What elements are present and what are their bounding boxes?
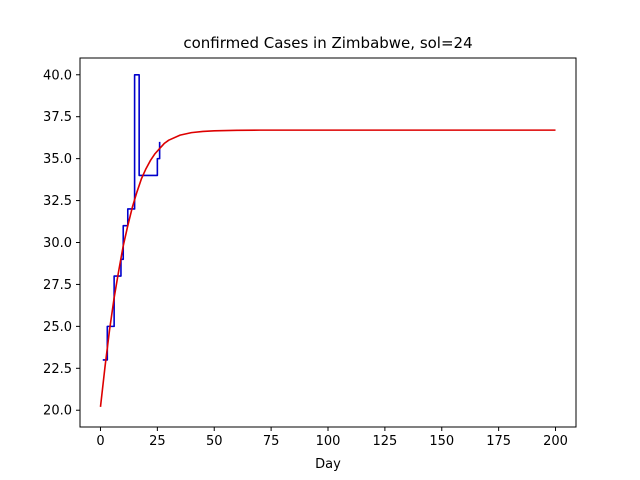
tick-layer: 0 25 50 75 100 125 150 175 200 20.0 22.5 25.0 27.5 30… bbox=[43, 68, 568, 449]
y-tick-label: 37.5 bbox=[43, 110, 72, 125]
x-tick-label: 150 bbox=[429, 434, 454, 449]
y-tick-label: 30.0 bbox=[43, 236, 72, 251]
y-tick-label: 35.0 bbox=[43, 152, 72, 167]
x-tick-label: 200 bbox=[543, 434, 568, 449]
y-tick-label: 27.5 bbox=[43, 278, 72, 293]
y-tick-label: 25.0 bbox=[43, 320, 72, 335]
chart-title: confirmed Cases in Zimbabwe, sol=24 bbox=[183, 34, 472, 52]
x-tick-label: 125 bbox=[372, 434, 397, 449]
series-layer bbox=[99, 73, 556, 407]
x-tick-label: 25 bbox=[149, 434, 166, 449]
y-tick-label: 32.5 bbox=[43, 194, 72, 209]
x-tick-label: 175 bbox=[486, 434, 511, 449]
y-tick-label: 40.0 bbox=[43, 68, 72, 83]
x-axis-label: Day bbox=[315, 457, 341, 472]
fitted-curve-line bbox=[99, 129, 556, 407]
x-tick-label: 100 bbox=[316, 434, 341, 449]
x-tick-label: 50 bbox=[206, 434, 223, 449]
y-tick-label: 22.5 bbox=[43, 362, 72, 377]
confirmed-cases-line bbox=[102, 73, 161, 361]
plot-area bbox=[80, 58, 576, 427]
x-tick-label: 75 bbox=[263, 434, 280, 449]
plot-frame bbox=[79, 57, 577, 428]
x-tick-label: 0 bbox=[96, 434, 104, 449]
y-tick-label: 20.0 bbox=[43, 404, 72, 419]
